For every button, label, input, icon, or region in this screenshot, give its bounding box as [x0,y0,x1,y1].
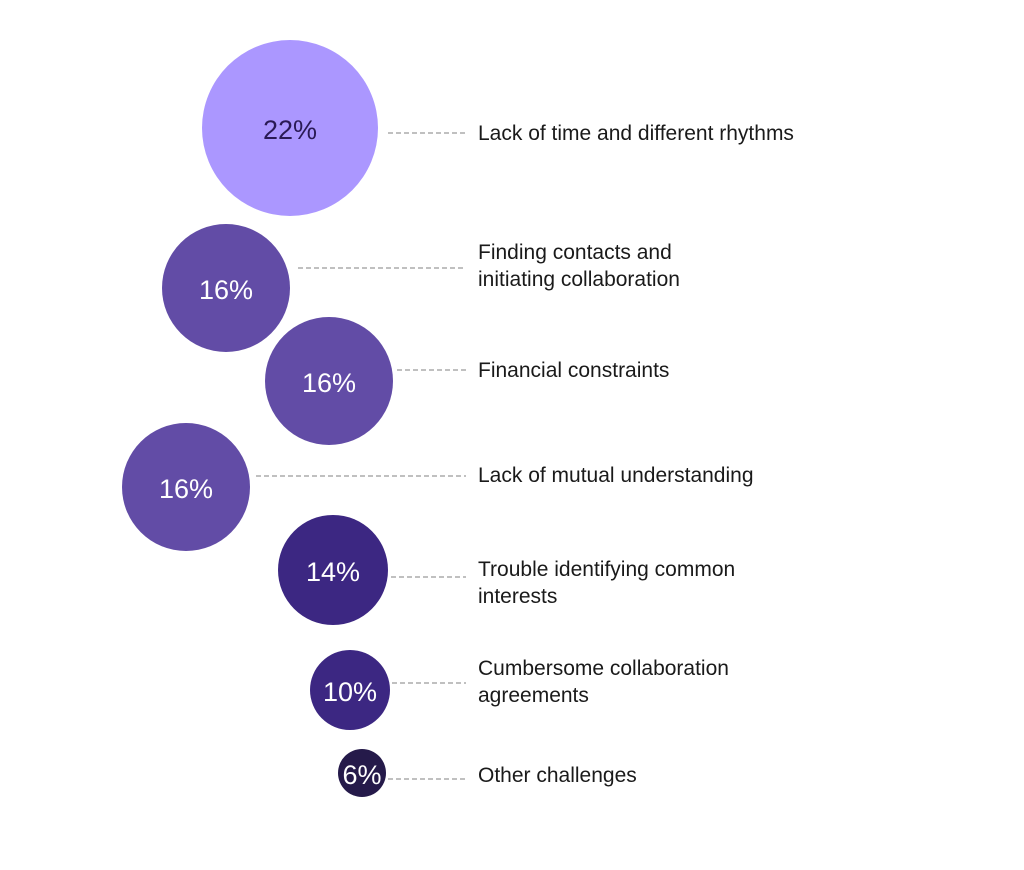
bubble-item: 10% Cumbersome collaboration agreements [310,650,729,730]
bubble [338,749,386,797]
bubble-category-label: Lack of time and different rhythms [478,122,794,145]
bubble-item: 16% Financial constraints [265,317,669,445]
bubble [310,650,390,730]
bubble [265,317,393,445]
bubble [162,224,290,352]
bubble-category-label: Cumbersome collaboration agreements [478,657,729,707]
bubble-value-label: 14% [306,557,360,587]
bubble-category-label: Trouble identifying common interests [478,558,735,608]
bubble-value-label: 10% [323,677,377,707]
bubble [202,40,378,216]
bubble-category-label: Other challenges [478,764,637,787]
bubble-category-label: Finding contacts and initiating collabora… [478,241,680,291]
bubble-category-label: Lack of mutual understanding [478,464,754,487]
bubble-item: 16% Lack of mutual understanding [122,423,754,551]
bubble-category-label: Financial constraints [478,359,669,382]
bubble-item: 22% Lack of time and different rhythms [202,40,794,216]
bubble [122,423,250,551]
bubble-value-label: 6% [342,760,381,790]
bubble-value-label: 16% [199,275,253,305]
bubble-value-label: 16% [302,368,356,398]
bubble-value-label: 22% [263,115,317,145]
bubble-item: 14% Trouble identifying common interests [278,515,735,625]
bubble-value-label: 16% [159,474,213,504]
bubble-item: 16% Finding contacts and initiating collab… [162,224,680,352]
bubble-item: 6% Other challenges [338,749,637,797]
bubble [278,515,388,625]
